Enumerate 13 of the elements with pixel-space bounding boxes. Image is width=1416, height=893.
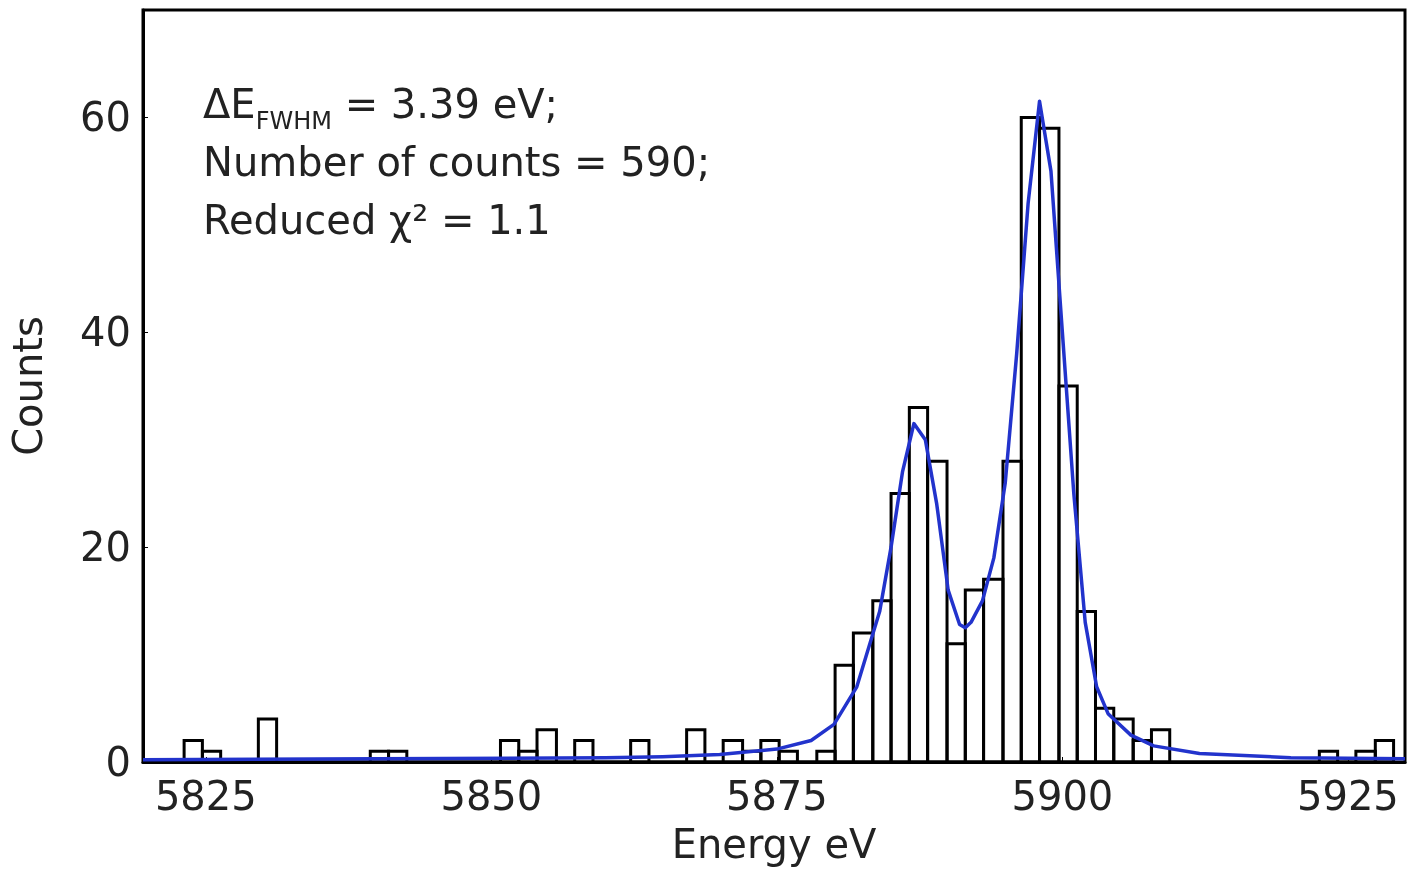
x-tick-label: 5825 — [154, 773, 257, 819]
annotation: Number of counts = 590; — [203, 139, 711, 185]
x-tick-label: 5925 — [1297, 773, 1399, 819]
y-tick-label: 60 — [80, 94, 131, 141]
x-axis-title: Energy eV — [671, 821, 877, 867]
x-tick-label: 5875 — [725, 773, 828, 819]
annotation: Reduced χ² = 1.1 — [203, 197, 551, 243]
y-axis-title: Counts — [5, 316, 51, 456]
x-tick-label: 5850 — [440, 773, 543, 819]
y-tick-label: 20 — [80, 524, 131, 571]
y-tick-label: 40 — [80, 309, 131, 356]
x-tick-label: 5900 — [1011, 773, 1114, 819]
y-tick-label: 0 — [105, 739, 131, 785]
